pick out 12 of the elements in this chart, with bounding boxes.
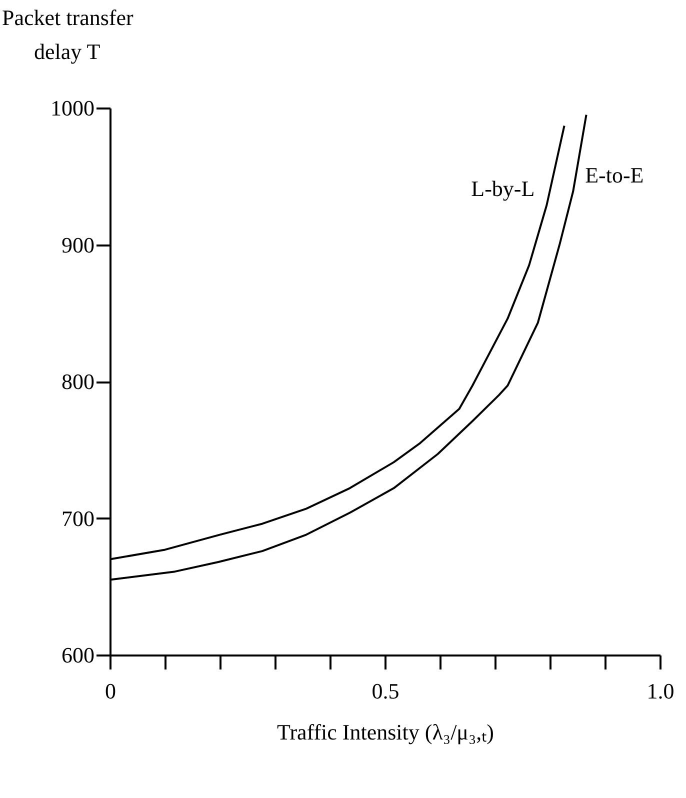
- y-tick-label: 600: [62, 642, 94, 668]
- x-tick-label: 1.0: [646, 678, 674, 704]
- x-axis-title: Traffic Intensity (λ₃/μ₃,ₜ): [277, 720, 494, 744]
- y-tick-label: 1000: [50, 96, 94, 120]
- y-tick-label: 900: [62, 232, 94, 258]
- series-label: L-by-L: [471, 176, 535, 202]
- y-axis-title: Packet transfer delay T: [2, 5, 134, 64]
- x-tick-label: 0: [105, 678, 116, 704]
- series-label: E-to-E: [585, 162, 644, 188]
- x-tick-label: 0.5: [372, 678, 400, 704]
- y-tick-label: 700: [62, 506, 94, 531]
- y-tick-label: 800: [62, 369, 94, 394]
